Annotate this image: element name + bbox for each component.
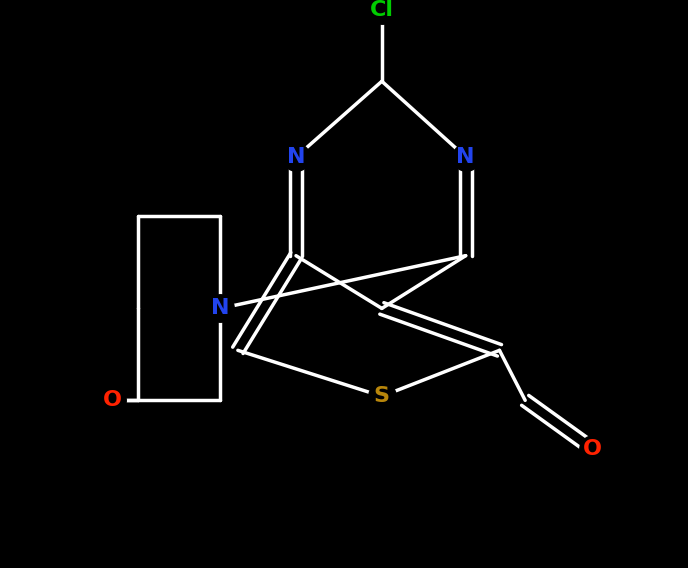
Text: N: N <box>211 298 230 319</box>
Text: N: N <box>456 147 475 167</box>
Text: O: O <box>583 439 602 459</box>
Text: N: N <box>287 147 305 167</box>
Text: O: O <box>103 390 122 410</box>
Text: S: S <box>374 386 390 406</box>
Text: Cl: Cl <box>370 1 394 20</box>
